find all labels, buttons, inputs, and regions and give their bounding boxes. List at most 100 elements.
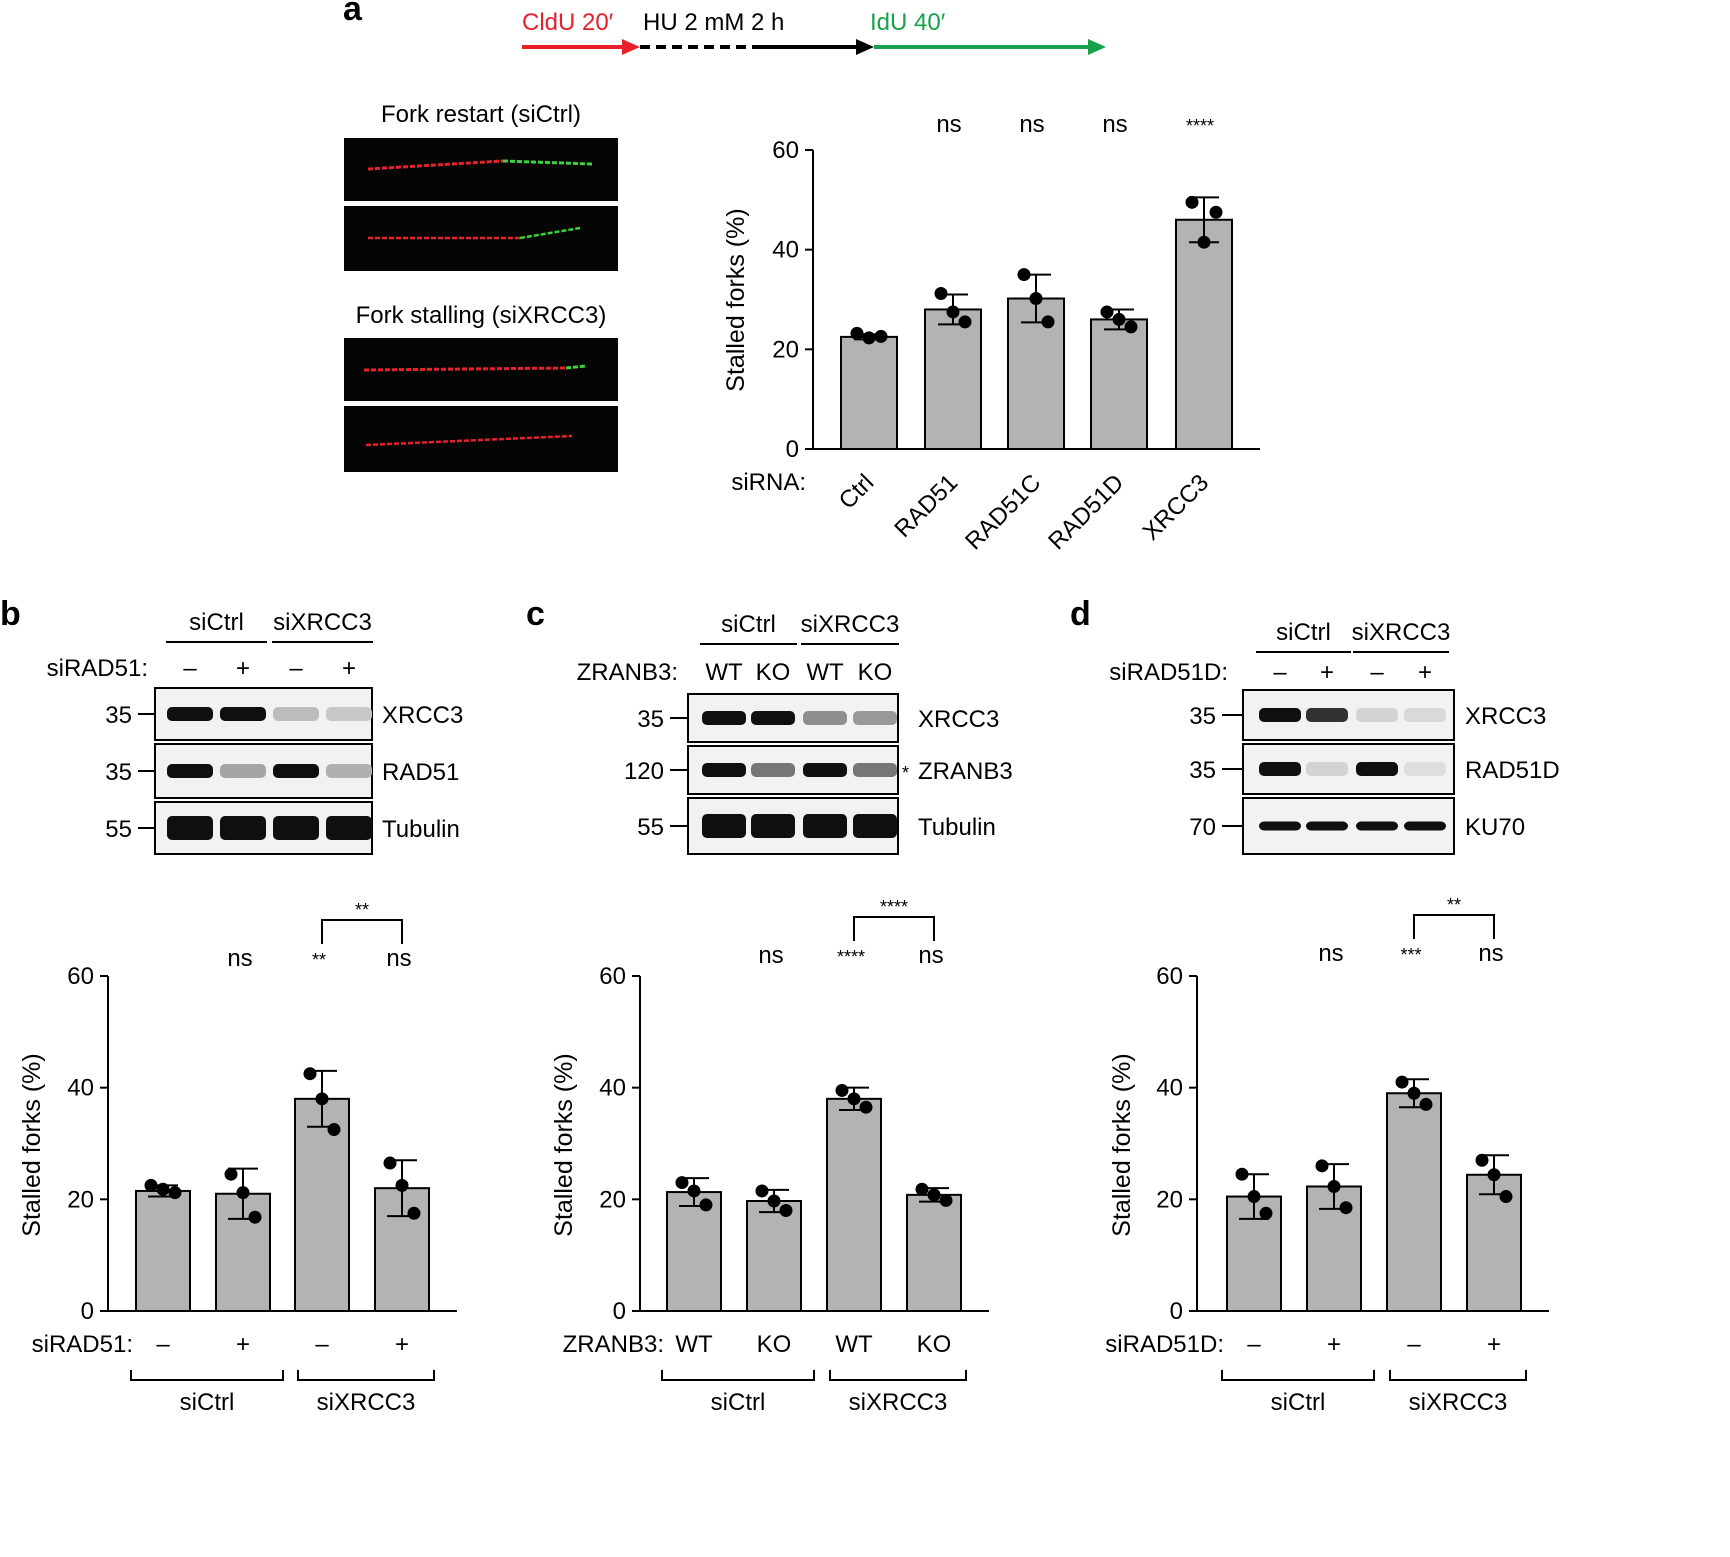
blot-row-label-c: ZRANB3:	[577, 659, 678, 686]
data-point-d-0-2	[1247, 1190, 1261, 1204]
fiber-2-idu	[519, 226, 581, 240]
blot-band-c-zranb3-3	[853, 763, 897, 777]
significance-label-d-3: ns	[1478, 940, 1503, 967]
idu-arrowhead	[1088, 39, 1106, 55]
blot-band-b-xrcc3-0	[167, 707, 213, 721]
bracket-c	[853, 916, 935, 941]
significance-label-d-1: ns	[1318, 940, 1343, 967]
data-point-d-3-1	[1499, 1190, 1513, 1204]
group-label-d-0: siCtrl	[1271, 1389, 1326, 1416]
group-label-c-0: siCtrl	[711, 1389, 766, 1416]
fork-stalling-title: Fork stalling (siXRCC3)	[356, 302, 607, 329]
blot-band-c-zranb3-2	[803, 763, 847, 777]
group-label-b-0: siCtrl	[180, 1389, 235, 1416]
data-point-a-3-0	[1100, 305, 1114, 319]
blot-band-b-tubulin-0	[167, 816, 213, 840]
blot-band-name-b-0: XRCC3	[382, 702, 463, 729]
bar-b-2	[294, 1097, 350, 1313]
y-tick-label-c-0: 0	[613, 1298, 626, 1325]
blot-group-label-b-0: siCtrl	[189, 609, 244, 636]
y-tick-label-d-40: 40	[1156, 1075, 1183, 1102]
x-tick-label-c-3: KO	[917, 1331, 952, 1358]
blot-band-c-tubulin-2	[803, 814, 847, 838]
significance-label-b-2: **	[312, 950, 326, 970]
blot-lane-label-d-3: +	[1418, 659, 1432, 686]
blot-marker-c-2: 55	[637, 814, 664, 841]
x-tick-label-c-2: WT	[835, 1331, 873, 1358]
blot-band-b-rad51-0	[167, 764, 213, 778]
data-point-d-3-2	[1487, 1168, 1501, 1182]
blot-marker-b-0: 35	[105, 702, 132, 729]
bar-a-0	[840, 335, 898, 450]
y-tick-label-a-40: 40	[772, 237, 799, 264]
bar-a-3	[1090, 318, 1148, 450]
idu-label: IdU 40′	[870, 9, 946, 36]
blot-band-name-d-2: KU70	[1465, 814, 1525, 841]
blot-group-label-b-1: siXRCC3	[273, 609, 372, 636]
fiber-4-cldu	[365, 434, 573, 447]
data-point-a-3-2	[1112, 312, 1126, 326]
fiber-1-cldu	[367, 159, 504, 171]
data-point-b-2-2	[315, 1092, 329, 1106]
data-point-b-3-1	[407, 1206, 421, 1220]
x-tick-label-c-1: KO	[757, 1331, 792, 1358]
group-bracket-b-1	[297, 1370, 435, 1381]
bracket-label-d: **	[1447, 895, 1461, 915]
x-tick-label-c-0: WT	[675, 1331, 713, 1358]
blot-group-label-c-0: siCtrl	[721, 611, 776, 638]
blot-row-label-b: siRAD51:	[47, 655, 148, 682]
group-bracket-d-0	[1221, 1370, 1375, 1381]
blot-marker-c-1: 120	[624, 758, 664, 785]
blot-asterisk-c: *	[902, 763, 909, 783]
panel-letter-c: c	[526, 595, 545, 633]
blot-band-c-xrcc3-1	[751, 711, 795, 725]
bar-d-2	[1386, 1092, 1442, 1312]
blot-lane-label-b-1: +	[236, 655, 250, 682]
bar-a-1	[924, 308, 982, 451]
blot-group-label-c-1: siXRCC3	[801, 611, 900, 638]
bracket-label-b: **	[355, 900, 369, 920]
group-label-c-1: siXRCC3	[849, 1389, 948, 1416]
bracket-b	[321, 919, 403, 944]
fiber-1-idu	[502, 159, 593, 166]
bar-a-4	[1175, 218, 1233, 450]
y-tick-label-a-20: 20	[772, 336, 799, 363]
data-point-b-2-0	[303, 1067, 317, 1081]
data-point-d-3-0	[1475, 1153, 1489, 1167]
data-point-a-4-1	[1209, 205, 1223, 219]
significance-label-c-2: ****	[837, 947, 865, 967]
cldu-label: CldU 20′	[522, 9, 614, 36]
bar-b-0	[135, 1189, 191, 1313]
y-tick-label-b-20: 20	[67, 1186, 94, 1213]
data-point-c-3-0	[915, 1182, 929, 1196]
panel-letter-d: d	[1070, 595, 1091, 633]
x-row-label-b: siRAD51:	[32, 1331, 133, 1358]
x-row-label-a: siRNA:	[731, 469, 806, 496]
significance-label-a-1: ns	[936, 111, 961, 138]
data-point-c-2-1	[859, 1100, 873, 1114]
x-tick-label-d-0: –	[1247, 1331, 1261, 1358]
data-point-c-0-2	[687, 1184, 701, 1198]
data-point-b-1-0	[224, 1167, 238, 1181]
blot-band-c-xrcc3-0	[702, 711, 746, 725]
data-point-d-1-2	[1327, 1179, 1341, 1193]
blot-row-label-d: siRAD51D:	[1109, 659, 1228, 686]
group-bracket-c-1	[829, 1370, 967, 1381]
x-tick-label-b-1: +	[236, 1331, 250, 1358]
blot-band-b-xrcc3-1	[220, 707, 266, 721]
bar-c-2	[826, 1097, 882, 1313]
x-row-label-c: ZRANB3:	[563, 1331, 664, 1358]
blot-band-b-rad51-3	[326, 764, 372, 778]
blot-band-name-d-1: RAD51D	[1465, 757, 1560, 784]
data-point-c-2-0	[835, 1083, 849, 1097]
blot-band-c-tubulin-0	[702, 814, 746, 838]
x-tick-label-a-4: XRCC3	[1138, 469, 1215, 546]
bar-chart-a: 0 20 40 60 Stalled forks (%) Ctrl RAD51RAD51CR…	[722, 111, 1260, 555]
y-tick-label-c-60: 60	[599, 963, 626, 990]
panel-letter-b: b	[0, 595, 21, 633]
blot-band-d-ku70-1	[1306, 821, 1348, 831]
data-point-b-1-1	[248, 1210, 262, 1224]
data-point-a-1-2	[946, 305, 960, 319]
x-tick-label-b-0: –	[156, 1331, 170, 1358]
y-axis-label-a: Stalled forks (%)	[722, 208, 750, 391]
